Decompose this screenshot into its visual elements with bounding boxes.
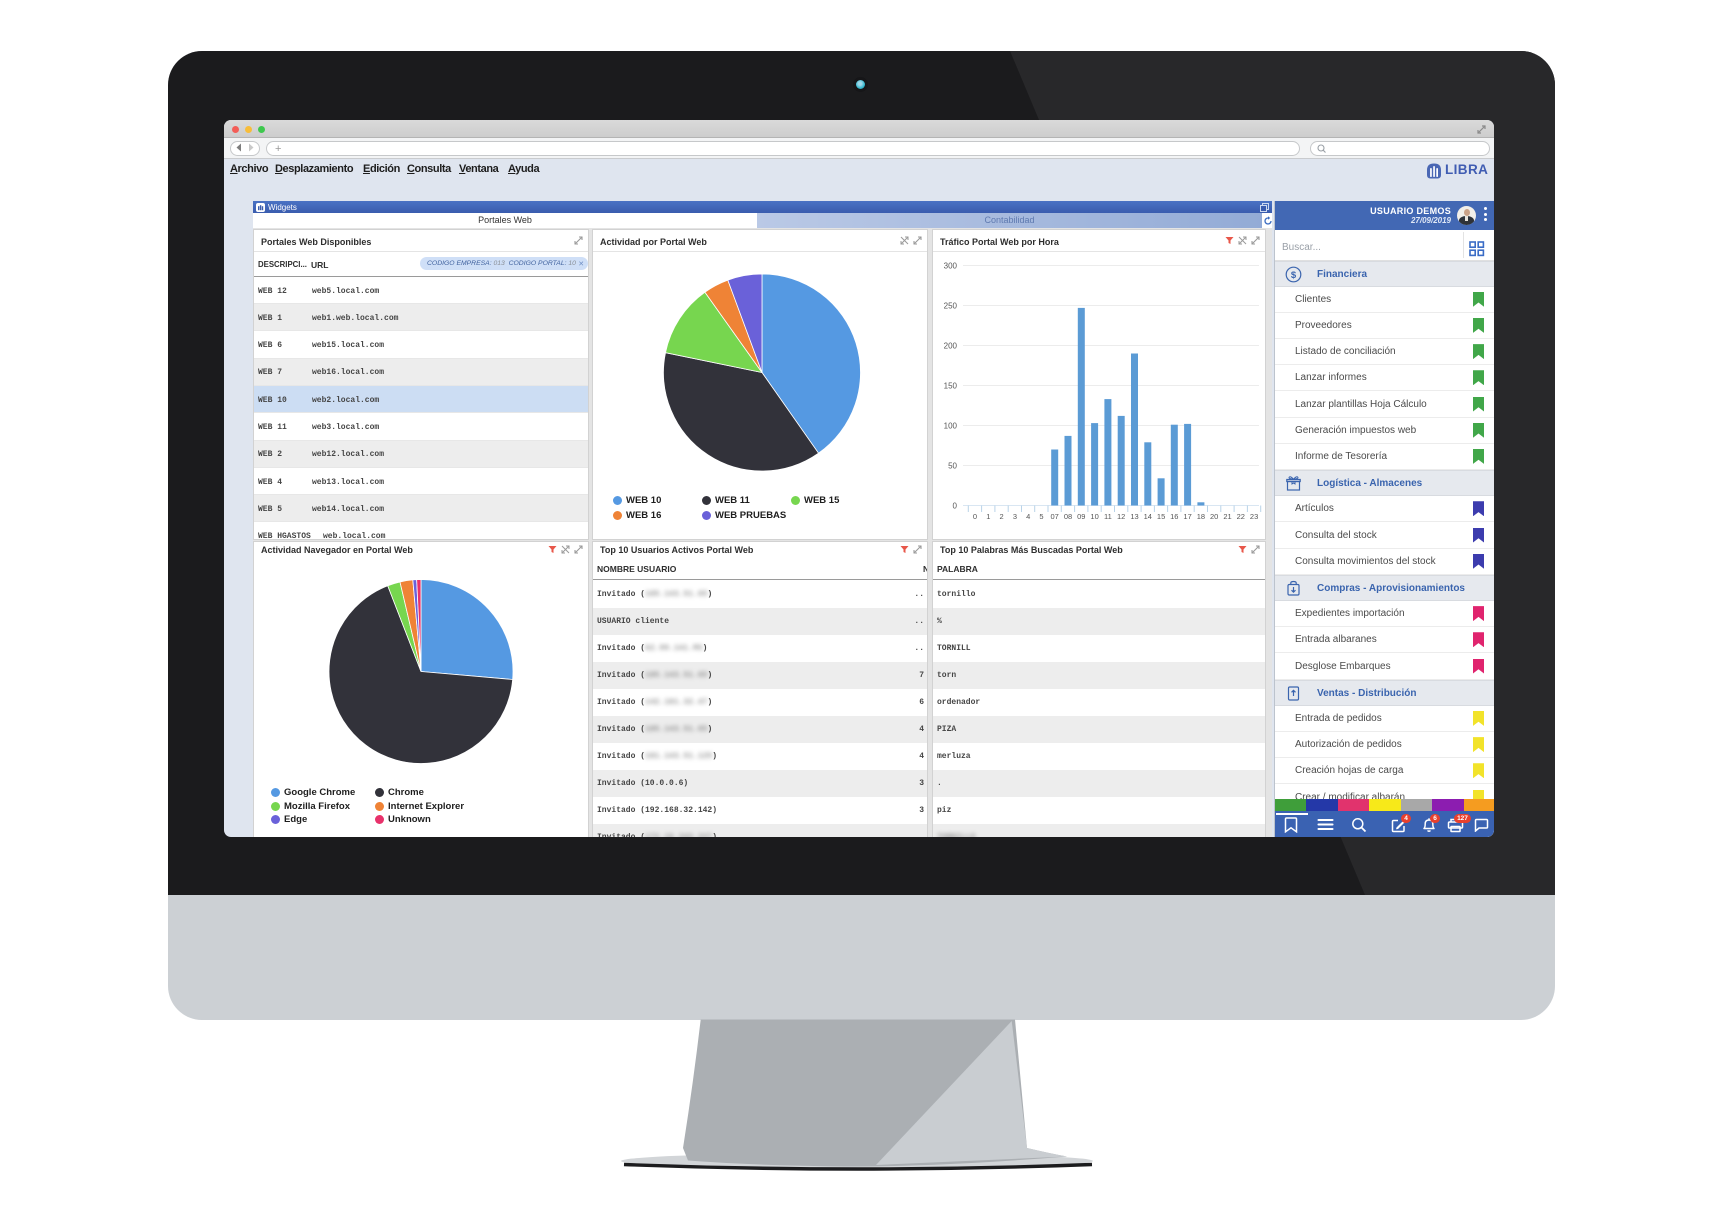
svg-text:08: 08 [1064, 512, 1072, 521]
svg-text:18: 18 [1197, 512, 1205, 521]
svg-text:07: 07 [1051, 512, 1059, 521]
svg-text:2: 2 [1000, 512, 1004, 521]
svg-text:17: 17 [1183, 512, 1191, 521]
svg-text:250: 250 [944, 302, 958, 311]
svg-text:50: 50 [948, 462, 957, 471]
svg-text:12: 12 [1117, 512, 1125, 521]
svg-text:13: 13 [1130, 512, 1138, 521]
svg-text:14: 14 [1144, 512, 1152, 521]
svg-text:16: 16 [1170, 512, 1178, 521]
svg-text:150: 150 [944, 382, 958, 391]
svg-text:5: 5 [1039, 512, 1043, 521]
svg-text:3: 3 [1013, 512, 1017, 521]
svg-text:11: 11 [1104, 512, 1112, 521]
svg-text:22: 22 [1237, 512, 1245, 521]
svg-text:09: 09 [1077, 512, 1085, 521]
svg-text:1: 1 [986, 512, 990, 521]
svg-text:4: 4 [1026, 512, 1030, 521]
svg-text:23: 23 [1250, 512, 1258, 521]
svg-text:$: $ [1291, 270, 1297, 281]
svg-text:20: 20 [1210, 512, 1218, 521]
svg-text:10: 10 [1090, 512, 1098, 521]
svg-text:0: 0 [953, 502, 958, 511]
svg-text:100: 100 [944, 422, 958, 431]
svg-text:200: 200 [944, 342, 958, 351]
svg-text:0: 0 [973, 512, 977, 521]
svg-text:21: 21 [1223, 512, 1231, 521]
svg-text:15: 15 [1157, 512, 1165, 521]
svg-text:300: 300 [944, 262, 958, 271]
